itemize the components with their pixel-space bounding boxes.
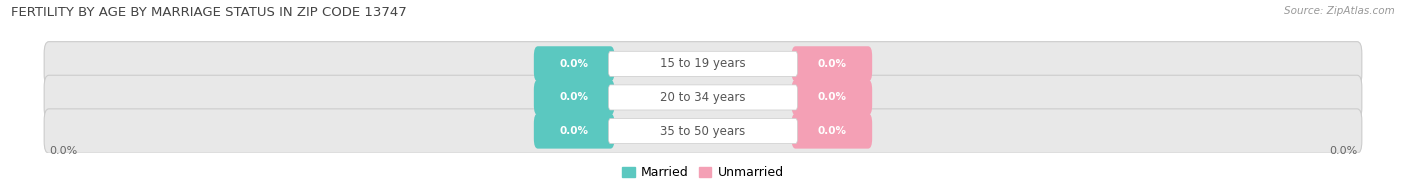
Legend: Married, Unmarried: Married, Unmarried	[617, 161, 789, 184]
FancyBboxPatch shape	[609, 119, 797, 144]
Text: Source: ZipAtlas.com: Source: ZipAtlas.com	[1284, 6, 1395, 16]
Text: 35 to 50 years: 35 to 50 years	[661, 124, 745, 138]
FancyBboxPatch shape	[44, 75, 1362, 120]
Text: 0.0%: 0.0%	[560, 126, 589, 136]
Text: 0.0%: 0.0%	[560, 59, 589, 69]
FancyBboxPatch shape	[609, 51, 797, 76]
Text: 0.0%: 0.0%	[817, 93, 846, 103]
FancyBboxPatch shape	[44, 109, 1362, 153]
FancyBboxPatch shape	[792, 113, 872, 149]
FancyBboxPatch shape	[534, 113, 614, 149]
FancyBboxPatch shape	[534, 80, 614, 115]
Text: 0.0%: 0.0%	[817, 126, 846, 136]
Text: FERTILITY BY AGE BY MARRIAGE STATUS IN ZIP CODE 13747: FERTILITY BY AGE BY MARRIAGE STATUS IN Z…	[11, 6, 406, 19]
Text: 0.0%: 0.0%	[1329, 145, 1357, 156]
FancyBboxPatch shape	[792, 46, 872, 81]
Text: 20 to 34 years: 20 to 34 years	[661, 91, 745, 104]
Text: 15 to 19 years: 15 to 19 years	[661, 57, 745, 70]
FancyBboxPatch shape	[534, 46, 614, 81]
Text: 0.0%: 0.0%	[49, 145, 77, 156]
Text: 0.0%: 0.0%	[817, 59, 846, 69]
FancyBboxPatch shape	[609, 85, 797, 110]
FancyBboxPatch shape	[792, 80, 872, 115]
FancyBboxPatch shape	[44, 42, 1362, 86]
Text: 0.0%: 0.0%	[560, 93, 589, 103]
